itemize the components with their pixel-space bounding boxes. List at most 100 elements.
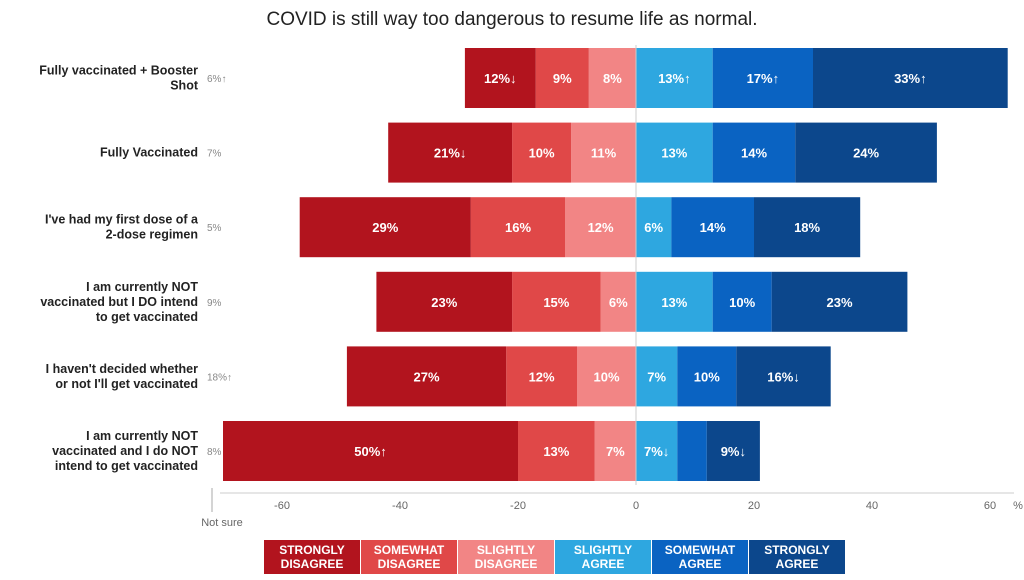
bar-somewhat-disagree [470, 197, 566, 258]
bar-slightly-disagree [571, 122, 636, 183]
bar-strongly-agree [754, 197, 861, 258]
legend-label: STRONGLY [764, 543, 830, 557]
not-sure-value: 5% [207, 223, 222, 234]
bar-label: 12%↓ [484, 71, 517, 86]
chart-title: COVID is still way too dangerous to resu… [266, 9, 757, 30]
bar-label: 14% [741, 146, 767, 161]
not-sure-value: 18%↑ [207, 372, 232, 383]
row-label: I am currently NOT [86, 280, 198, 294]
bar-strongly-agree [795, 122, 937, 183]
bar-slightly-agree [636, 421, 678, 481]
x-unit-label: % [1013, 500, 1023, 512]
bar-label: 13% [661, 295, 687, 310]
x-tick-label: 60 [984, 500, 996, 512]
not-sure-value: 7% [207, 149, 222, 160]
bar-label: 16% [505, 220, 531, 235]
legend-item: STRONGLY DISAGREE [264, 540, 361, 574]
bar-label: 10% [593, 369, 619, 384]
not-sure-axis-label: Not sure [201, 517, 243, 529]
row-label: Fully vaccinated + Booster [39, 64, 198, 78]
legend-label: DISAGREE [377, 557, 441, 571]
bar-label: 17%↑ [747, 71, 780, 86]
bar-label: 23% [827, 295, 853, 310]
bar-label: 33%↑ [894, 71, 927, 86]
legend-label: AGREE [581, 557, 625, 571]
bar-somewhat-disagree [518, 421, 595, 481]
legend-item: STRONGLY AGREE [749, 540, 846, 574]
legend-label: SOMEWHAT [664, 543, 736, 557]
row-label: Fully Vaccinated [100, 146, 198, 160]
row-label: I am currently NOT [86, 429, 198, 443]
bar-label: 9%↓ [721, 444, 746, 459]
row-label: vaccinated and I do NOT [52, 444, 198, 458]
bar-strongly-agree [813, 48, 1008, 108]
row-label: vaccinated but I DO intend [40, 295, 198, 309]
bar-slightly-agree [636, 271, 713, 332]
bar-label: 7%↓ [644, 444, 669, 459]
bar-label: 11% [591, 146, 617, 161]
x-tick-label: -20 [510, 500, 526, 512]
row-label: I've had my first dose of a [45, 213, 199, 227]
x-axis: Not sure -60 -40 -20 0 20 40 60% [201, 45, 1023, 529]
not-sure-value: 6%↑ [207, 74, 226, 85]
row-label: intend to get vaccinated [55, 459, 198, 473]
bar-label: 13% [661, 146, 687, 161]
legend-label: AGREE [775, 557, 819, 571]
bar-somewhat-agree [677, 346, 737, 407]
legend-label: SLIGHTLY [476, 543, 536, 557]
bar-label: 8% [603, 71, 622, 86]
legend-label: STRONGLY [279, 543, 345, 557]
legend-label: SLIGHTLY [573, 543, 633, 557]
bar-somewhat-agree [671, 197, 754, 258]
x-tick-label: 20 [748, 500, 760, 512]
bar-label: 9% [553, 71, 572, 86]
bar-label: 12% [588, 220, 614, 235]
x-tick-label: 40 [866, 500, 878, 512]
bar-somewhat-agree [712, 122, 796, 183]
legend: STRONGLY DISAGREE SOMEWHAT DISAGREE SLIGHTLY… [264, 540, 846, 574]
row-label: 2-dose regimen [106, 228, 198, 242]
bar-somewhat-agree [712, 271, 772, 332]
legend-label: AGREE [678, 557, 722, 571]
bar-strongly-disagree [346, 346, 507, 407]
legend-item: SLIGHTLY AGREE [555, 540, 652, 574]
bar-somewhat-disagree [512, 271, 601, 332]
bar-label: 10% [694, 369, 720, 384]
not-sure-value: 9% [207, 298, 222, 309]
bar-label: 7% [606, 444, 625, 459]
bar-slightly-agree [636, 48, 713, 108]
bar-strongly-disagree [223, 421, 518, 481]
bar-somewhat-disagree [535, 48, 589, 108]
bar-slightly-agree [636, 197, 672, 258]
bar-strongly-agree [736, 346, 831, 407]
bar-label: 14% [700, 220, 726, 235]
bar-slightly-disagree [600, 271, 636, 332]
legend-item: SOMEWHAT DISAGREE [361, 540, 458, 574]
bar-somewhat-agree [712, 48, 813, 108]
bar-label: 23% [431, 295, 457, 310]
bar-somewhat-disagree [512, 122, 572, 183]
bar-label: 15% [543, 295, 569, 310]
bar-label: 29% [372, 220, 398, 235]
bar-label: 27% [414, 369, 440, 384]
x-tick-label: -60 [274, 500, 290, 512]
x-tick-label: -40 [392, 500, 408, 512]
bar-label: 10% [729, 295, 755, 310]
bar-somewhat-disagree [506, 346, 577, 407]
bar-strongly-disagree [299, 197, 471, 258]
bar-slightly-disagree [594, 421, 636, 481]
bar-label: 7% [647, 369, 666, 384]
bar-label: 18% [794, 220, 820, 235]
bar-somewhat-agree [677, 421, 707, 481]
bar-label: 12% [529, 369, 555, 384]
bar-label: 50%↑ [354, 444, 387, 459]
bar-strongly-agree [706, 421, 760, 481]
bar-slightly-agree [636, 346, 678, 407]
legend-item: SOMEWHAT AGREE [652, 540, 749, 574]
row-label: to get vaccinated [96, 310, 198, 324]
bar-strongly-agree [771, 271, 908, 332]
bar-slightly-disagree [565, 197, 636, 258]
not-sure-value: 8% [207, 447, 222, 458]
